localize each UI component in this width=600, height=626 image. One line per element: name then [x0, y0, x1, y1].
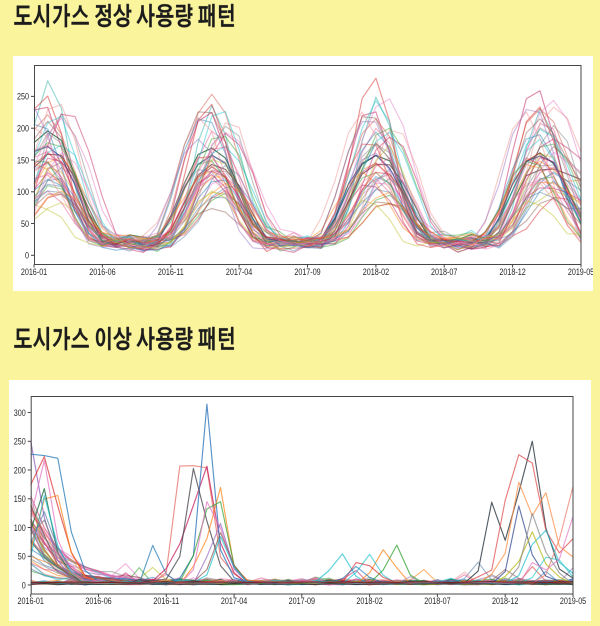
svg-text:0: 0: [25, 251, 29, 261]
svg-text:2018-07: 2018-07: [424, 596, 451, 606]
svg-text:2018-02: 2018-02: [363, 267, 390, 277]
svg-text:2016-01: 2016-01: [21, 267, 48, 277]
svg-text:50: 50: [21, 219, 29, 229]
svg-text:150: 150: [14, 494, 26, 504]
svg-text:100: 100: [14, 523, 26, 533]
svg-text:200: 200: [14, 466, 26, 476]
svg-text:50: 50: [18, 552, 26, 562]
svg-text:2016-01: 2016-01: [18, 596, 45, 606]
svg-text:2018-02: 2018-02: [356, 596, 383, 606]
svg-text:250: 250: [14, 437, 26, 447]
svg-text:0: 0: [22, 581, 26, 591]
svg-text:2016-06: 2016-06: [85, 596, 112, 606]
svg-text:2018-12: 2018-12: [492, 596, 519, 606]
svg-text:150: 150: [17, 156, 29, 166]
svg-text:2016-06: 2016-06: [89, 267, 116, 277]
svg-text:2018-07: 2018-07: [431, 267, 458, 277]
svg-text:200: 200: [17, 124, 29, 134]
svg-text:2017-09: 2017-09: [294, 267, 321, 277]
svg-text:100: 100: [17, 187, 29, 197]
svg-text:2016-11: 2016-11: [158, 267, 184, 277]
svg-text:2019-05: 2019-05: [568, 267, 593, 277]
svg-text:2018-12: 2018-12: [499, 267, 526, 277]
svg-text:250: 250: [17, 92, 29, 102]
svg-text:300: 300: [14, 408, 26, 418]
svg-text:2019-05: 2019-05: [560, 596, 587, 606]
svg-text:2017-09: 2017-09: [289, 596, 316, 606]
svg-text:2017-04: 2017-04: [226, 267, 253, 277]
svg-text:2016-11: 2016-11: [153, 596, 179, 606]
svg-text:2017-04: 2017-04: [221, 596, 248, 606]
